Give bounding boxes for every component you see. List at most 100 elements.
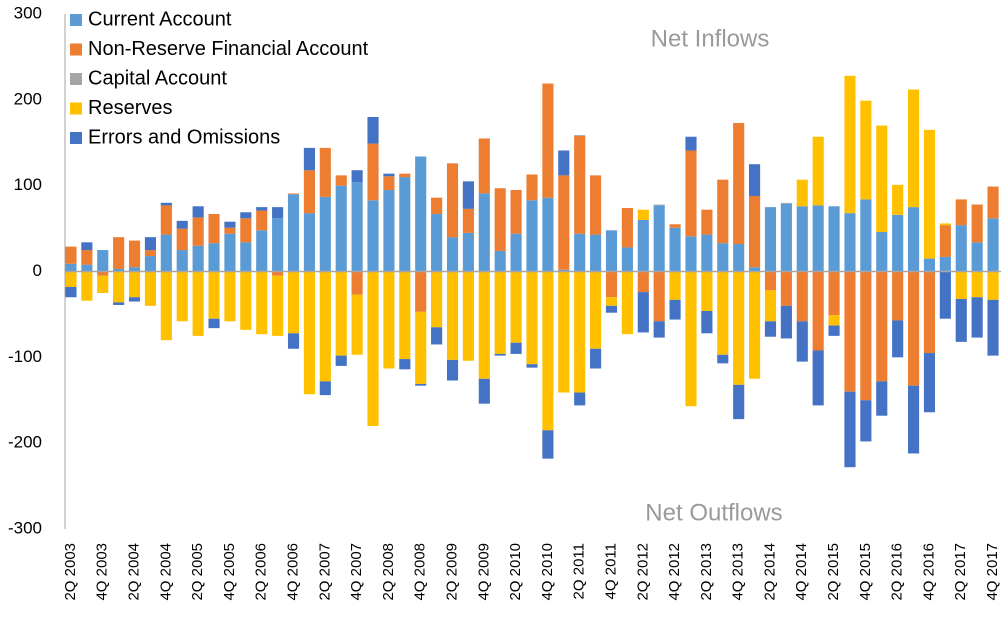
bar-segment	[526, 200, 538, 272]
bar-segment	[860, 100, 872, 200]
bar-segment	[81, 242, 93, 251]
x-tick-label: 2Q 2011	[571, 543, 588, 599]
bar-segment	[701, 234, 713, 272]
bar-segment	[144, 237, 157, 251]
bar-segment	[160, 202, 172, 206]
bar-segment	[208, 271, 220, 319]
bar-segment	[939, 225, 951, 257]
bar-segment	[812, 205, 824, 272]
bar-segment	[844, 391, 856, 468]
y-tick-label: 0	[33, 261, 42, 280]
bar-segment	[272, 271, 284, 276]
bar-segment	[113, 237, 125, 269]
bar-segment	[939, 271, 951, 319]
x-tick-label: 2Q 2010	[507, 543, 524, 601]
bar-segment	[256, 271, 268, 335]
bar-segment	[478, 378, 490, 404]
bar-segment	[176, 228, 188, 251]
bar-segment	[240, 242, 252, 272]
bar-segment	[303, 147, 315, 171]
bar-segment	[144, 250, 157, 257]
bar-segment	[780, 202, 792, 204]
bar-segment	[717, 243, 729, 272]
bar-segment	[335, 175, 347, 186]
bar-segment	[303, 170, 315, 214]
bar-segment	[828, 315, 840, 326]
bar-segment	[208, 318, 220, 329]
bar-segment	[971, 271, 983, 298]
bar-segment	[749, 164, 761, 196]
bar-segment	[923, 258, 936, 272]
bar-segment	[462, 181, 474, 209]
bar-segment	[351, 294, 363, 355]
bar-segment	[128, 267, 141, 272]
bar-segment	[574, 135, 586, 234]
bar-segment	[971, 204, 983, 243]
legend-swatch	[70, 14, 82, 26]
x-tick-label: 4Q 2008	[412, 543, 429, 601]
bar-segment	[240, 218, 252, 243]
bar-segment	[812, 350, 824, 406]
bar-segment	[749, 271, 761, 379]
x-tick-label: 2Q 2015	[825, 543, 842, 601]
bar-segment	[733, 271, 745, 385]
bar-segment	[208, 243, 220, 272]
bar-segment	[590, 348, 602, 369]
bar-segment	[81, 271, 93, 301]
legend-label: Capital Account	[88, 67, 227, 89]
bar-segment	[812, 136, 824, 206]
bar-segment	[621, 271, 633, 335]
bar-segment	[764, 290, 777, 322]
bar-segment	[383, 176, 395, 190]
bar-segment	[431, 327, 443, 345]
bar-segment	[621, 207, 633, 248]
bar-segment	[81, 250, 93, 265]
x-tick-label: 4Q 2003	[94, 543, 111, 601]
x-tick-label: 4Q 2011	[602, 543, 619, 599]
bar-segment	[828, 206, 840, 272]
bar-segment	[844, 213, 856, 272]
bar-segment	[987, 299, 999, 356]
bar-segment	[335, 271, 347, 356]
bar-segment	[462, 271, 474, 361]
bar-segment	[367, 143, 379, 201]
x-tick-label: 4Q 2009	[475, 543, 492, 601]
bar-segment	[669, 224, 681, 228]
x-tick-label: 2Q 2007	[316, 543, 333, 601]
annotation: Net Inflows	[651, 25, 770, 52]
x-tick-label: 4Q 2017	[984, 543, 1001, 601]
bar-segment	[399, 173, 411, 178]
bar-segment	[65, 246, 77, 264]
legend-swatch	[70, 102, 82, 115]
bar-segment	[558, 269, 570, 272]
bar-segment	[685, 236, 697, 272]
bar-segment	[272, 207, 284, 219]
bar-segment	[971, 242, 983, 272]
bar-segment	[446, 237, 459, 272]
bar-segment	[987, 271, 999, 300]
bar-segment	[749, 195, 761, 268]
bar-segment	[287, 333, 300, 349]
bar-segment	[160, 234, 172, 272]
bar-segment	[939, 223, 951, 226]
bar-segment	[796, 271, 808, 322]
bar-segment	[669, 299, 681, 320]
bar-segment	[192, 271, 204, 336]
bar-segment	[605, 271, 618, 298]
bar-segment	[431, 271, 443, 328]
bar-segment	[383, 189, 395, 272]
bar-segment	[653, 205, 665, 272]
bar-segment	[892, 214, 904, 272]
bar-segment	[764, 271, 777, 291]
legend-swatch	[70, 73, 82, 85]
bar-segment	[287, 194, 300, 272]
bar-segment	[65, 263, 77, 272]
bar-segment	[780, 271, 792, 306]
bar-segment	[971, 297, 983, 338]
bar-segment	[701, 271, 713, 311]
bar-segment	[876, 125, 888, 233]
bar-segment	[590, 234, 602, 272]
bar-segment	[558, 271, 570, 393]
bar-segment	[383, 173, 395, 177]
